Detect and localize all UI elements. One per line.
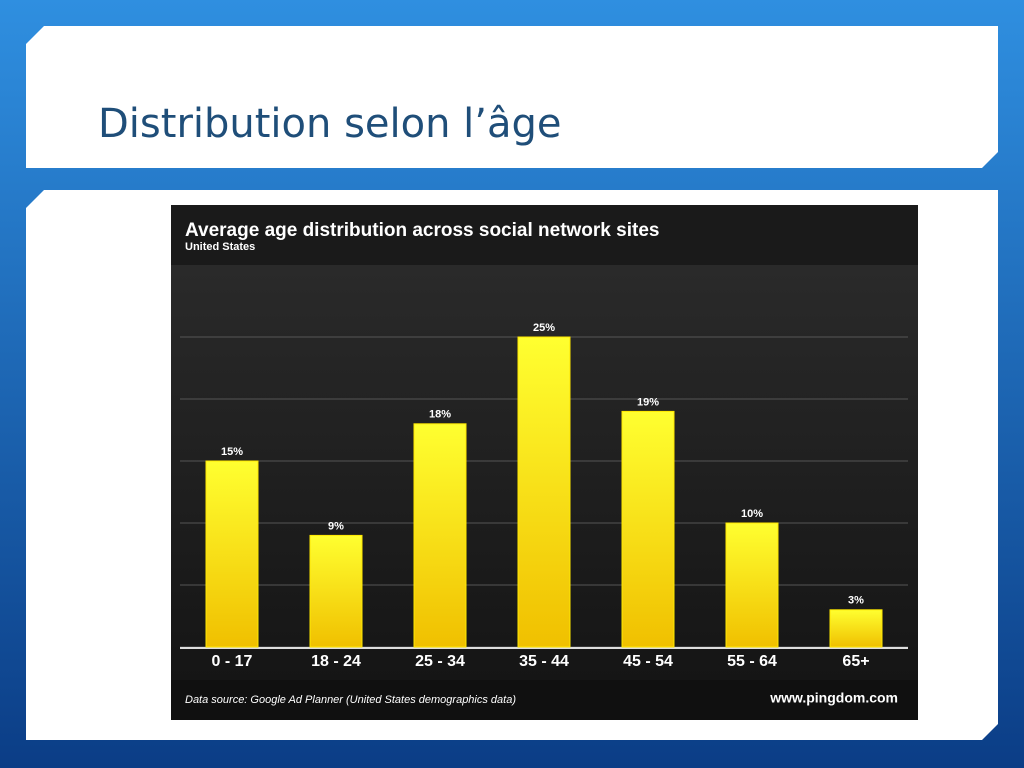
bar [309,534,363,648]
bar [621,410,675,648]
chart-subtitle: United States [185,241,255,253]
chart-header [171,205,918,265]
chart-credit: www.pingdom.com [769,690,898,706]
x-tick-label: 25 - 34 [415,653,465,670]
x-tick-label: 18 - 24 [311,653,361,670]
value-label: 25% [533,322,555,334]
x-tick-label: 65+ [842,653,869,670]
title-panel [26,26,998,168]
value-label: 10% [741,508,763,520]
x-tick-label: 35 - 44 [519,653,569,670]
bar [517,336,571,648]
value-label: 9% [328,520,344,532]
x-tick-label: 0 - 17 [212,653,253,670]
chart-title: Average age distribution across social n… [185,220,659,241]
bar [205,460,259,648]
value-label: 15% [221,446,243,458]
value-label: 3% [848,595,864,607]
slide-title: Distribution selon l’âge [98,101,562,147]
x-tick-label: 45 - 54 [623,653,673,670]
value-label: 19% [637,396,659,408]
bar [725,522,779,648]
value-label: 18% [429,409,451,421]
bar [829,609,883,648]
x-tick-label: 55 - 64 [727,653,777,670]
chart-source: Data source: Google Ad Planner (United S… [185,694,516,706]
bar [413,423,467,648]
